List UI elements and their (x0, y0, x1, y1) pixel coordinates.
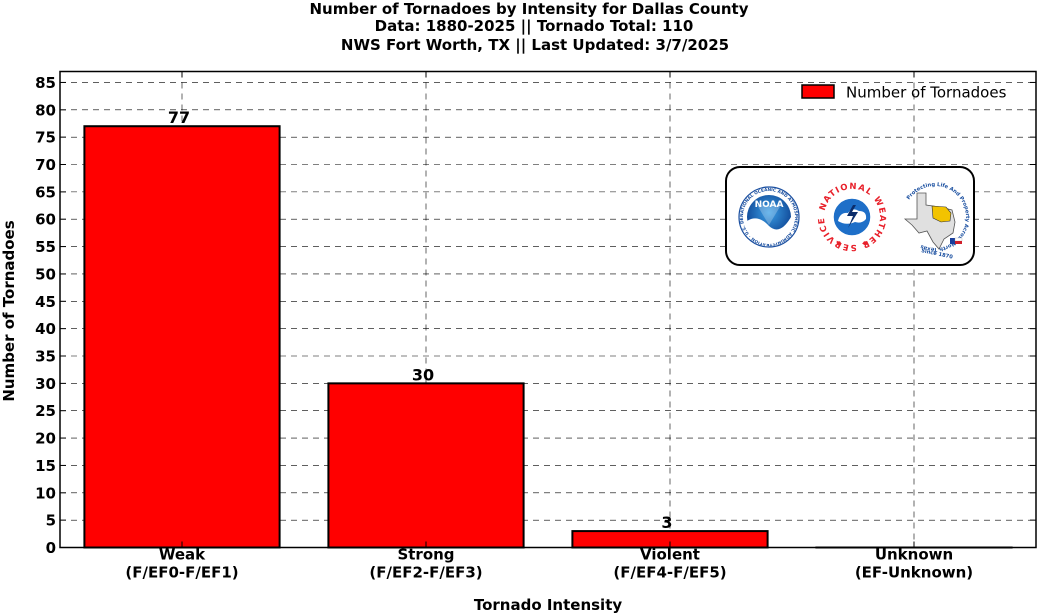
legend-swatch (801, 84, 835, 99)
plot-frame (59, 70, 1037, 549)
y-tick-label: 55 (35, 238, 56, 256)
y-tick-label: 85 (35, 74, 56, 92)
y-tick-label: 25 (35, 402, 56, 420)
x-tick-label: (F/EF0-F/EF1) (125, 564, 238, 582)
bar-data-label: 3 (661, 513, 672, 532)
x-axis-label: Tornado Intensity (474, 596, 623, 614)
y-axis-ticks: 0 5 10 15 20 25 30 35 40 45 50 55 60 65 70 75 80 85 (35, 74, 1036, 557)
data-labels: 77 30 3 (168, 108, 673, 532)
y-tick-label: 15 (35, 457, 56, 475)
chart-title: Number of Tornadoes by Intensity for Dal… (309, 0, 748, 55)
bar (327, 382, 525, 549)
y-tick-label: 20 (35, 430, 56, 448)
title-line-3: NWS Fort Worth, TX || Last Updated: 3/7/… (341, 36, 729, 55)
noaa-text: NOAA (755, 200, 784, 210)
title-line-2: Data: 1880-2025 || Tornado Total: 110 (375, 17, 694, 36)
x-tick-label: (EF-Unknown) (855, 564, 973, 582)
y-tick-label: 80 (35, 101, 56, 119)
x-tick-label: Unknown (875, 546, 953, 564)
grid-lines (60, 71, 1036, 548)
y-axis-label: Number of Tornadoes (0, 220, 18, 401)
x-tick-label: Violent (640, 546, 700, 564)
y-tick-label: 70 (35, 156, 56, 174)
y-tick-label: 50 (35, 265, 56, 283)
y-tick-label: 40 (35, 320, 56, 338)
legend: Number of Tornadoes (801, 84, 1007, 102)
x-tick-label: (F/EF2-F/EF3) (369, 564, 482, 582)
x-tick-label: Weak (159, 546, 206, 564)
y-tick-label: 30 (35, 375, 56, 393)
title-line-1: Number of Tornadoes by Intensity for Dal… (309, 0, 748, 18)
nws-logo: NATIONAL WEATHER SERVICE (817, 182, 886, 252)
y-tick-label: 45 (35, 293, 56, 311)
x-axis-ticks: Weak(F/EF0-F/EF1) Strong(F/EF2-F/EF3) Viol… (125, 71, 973, 582)
y-tick-label: 10 (35, 484, 56, 502)
x-tick-label: Strong (397, 546, 454, 564)
y-tick-label: 65 (35, 183, 56, 201)
y-tick-label: 75 (35, 129, 56, 147)
y-tick-label: 0 (46, 539, 56, 557)
bar-data-label: 30 (412, 365, 434, 384)
legend-label: Number of Tornadoes (846, 84, 1007, 102)
y-tick-label: 60 (35, 211, 56, 229)
y-tick-label: 5 (46, 512, 56, 530)
y-tick-label: 35 (35, 348, 56, 366)
bar-data-label: 77 (168, 108, 190, 127)
x-tick-label: (F/EF4-F/EF5) (613, 564, 726, 582)
bar (83, 125, 281, 549)
